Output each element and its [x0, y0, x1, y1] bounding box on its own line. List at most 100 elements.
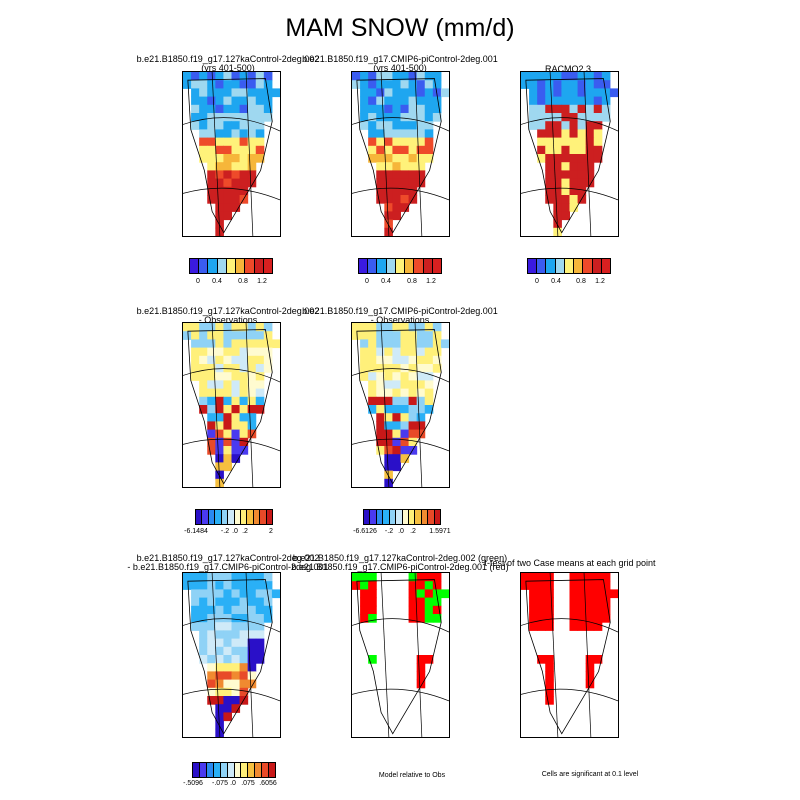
- map-cell: [392, 211, 401, 221]
- map-cell: [384, 129, 393, 139]
- graticule-line: [211, 323, 221, 487]
- map-cell: [416, 72, 426, 81]
- map-cell: [263, 113, 273, 122]
- map-cell: [585, 178, 595, 188]
- map-cell: [360, 364, 369, 373]
- map-cell: [239, 573, 249, 582]
- map-cell: [593, 129, 603, 139]
- map-cell: [215, 211, 224, 221]
- map-cell: [400, 121, 410, 130]
- cbar5-label-1: -.2: [384, 528, 394, 535]
- map-cell: [231, 380, 241, 390]
- map-cell: [545, 589, 554, 599]
- colorbar-swatch: [389, 510, 397, 524]
- map-cell: [537, 80, 546, 89]
- map-cell: [207, 597, 216, 607]
- map-cell: [416, 614, 426, 623]
- map-cell: [223, 605, 232, 615]
- colorbar-swatch: [208, 510, 216, 524]
- map-cell: [569, 96, 579, 106]
- map-cell: [553, 170, 562, 180]
- map-cell: [408, 178, 418, 188]
- map-cell: [384, 186, 393, 196]
- cbar4-label-1: -.2: [220, 528, 230, 535]
- map-cell: [561, 154, 570, 163]
- map-cell: [601, 589, 611, 599]
- map-panel-8: [520, 572, 619, 738]
- map-cell: [199, 573, 208, 582]
- map-cell: [255, 405, 265, 414]
- map-cell: [207, 195, 216, 204]
- map-cell: [384, 454, 393, 463]
- map-cell: [231, 663, 241, 672]
- map-cell: [529, 605, 538, 615]
- map-cell: [376, 195, 385, 204]
- map-field: [183, 72, 280, 236]
- map-field: [521, 573, 618, 737]
- map-cell: [183, 581, 192, 590]
- colorbar-swatch: [206, 763, 214, 777]
- map-cell: [553, 145, 562, 155]
- map-cell: [529, 614, 538, 623]
- cbar6-label-2: .0: [230, 780, 236, 787]
- map-cell: [199, 622, 208, 631]
- map-cell: [376, 355, 385, 365]
- map-cell: [215, 203, 224, 212]
- colorbar-swatch: [377, 259, 387, 273]
- map-cell: [561, 195, 570, 204]
- map-cell: [408, 355, 418, 365]
- map-cell: [247, 396, 257, 406]
- map-cell: [577, 80, 587, 89]
- map-cell: [376, 323, 385, 332]
- map-cell: [384, 388, 393, 398]
- map-cell: [553, 96, 562, 106]
- map-cell: [432, 323, 442, 332]
- map-cell: [207, 429, 216, 439]
- map-cell: [239, 129, 249, 139]
- map-cell: [376, 113, 385, 122]
- map-cell: [529, 80, 538, 89]
- map-cell: [408, 145, 418, 155]
- map-cell: [223, 211, 232, 221]
- map-cell: [585, 589, 595, 599]
- coastline: [525, 78, 611, 234]
- map-cell: [368, 597, 377, 607]
- map-cell: [199, 380, 208, 390]
- map-cell: [207, 170, 216, 180]
- map-cell: [424, 405, 434, 414]
- map-cell: [392, 137, 401, 147]
- map-cell: [207, 655, 216, 664]
- map-cell: [537, 72, 546, 81]
- map-cell: [561, 162, 570, 171]
- map-cell: [223, 421, 232, 431]
- map-cell: [400, 429, 410, 439]
- colorbar-swatch: [221, 510, 229, 524]
- map-cell: [215, 388, 224, 398]
- map-cell: [545, 137, 554, 147]
- map-cell: [239, 589, 249, 599]
- cbar1-label-2: 0.8: [238, 278, 248, 285]
- map-cell: [585, 605, 595, 615]
- map-cell: [545, 663, 554, 672]
- map-cell: [199, 96, 208, 106]
- map-cell: [352, 573, 361, 582]
- map-cell: [231, 573, 241, 582]
- map-cell: [408, 186, 418, 196]
- map-field: [352, 573, 449, 737]
- map-cell: [545, 170, 554, 180]
- map-cell: [424, 72, 434, 81]
- map-cell: [360, 339, 369, 349]
- map-cell: [593, 104, 603, 114]
- map-cell: [231, 186, 241, 196]
- map-cell: [424, 347, 434, 357]
- map-cell: [384, 145, 393, 155]
- coastline: [187, 579, 273, 735]
- map-cell: [537, 113, 546, 122]
- graticule-line: [352, 187, 449, 201]
- map-cell: [223, 581, 232, 590]
- colorbar-swatch: [262, 763, 270, 777]
- colorbar-swatch: [405, 259, 415, 273]
- map-cell: [593, 80, 603, 89]
- map-cell: [247, 347, 257, 357]
- map-cell: [392, 429, 401, 439]
